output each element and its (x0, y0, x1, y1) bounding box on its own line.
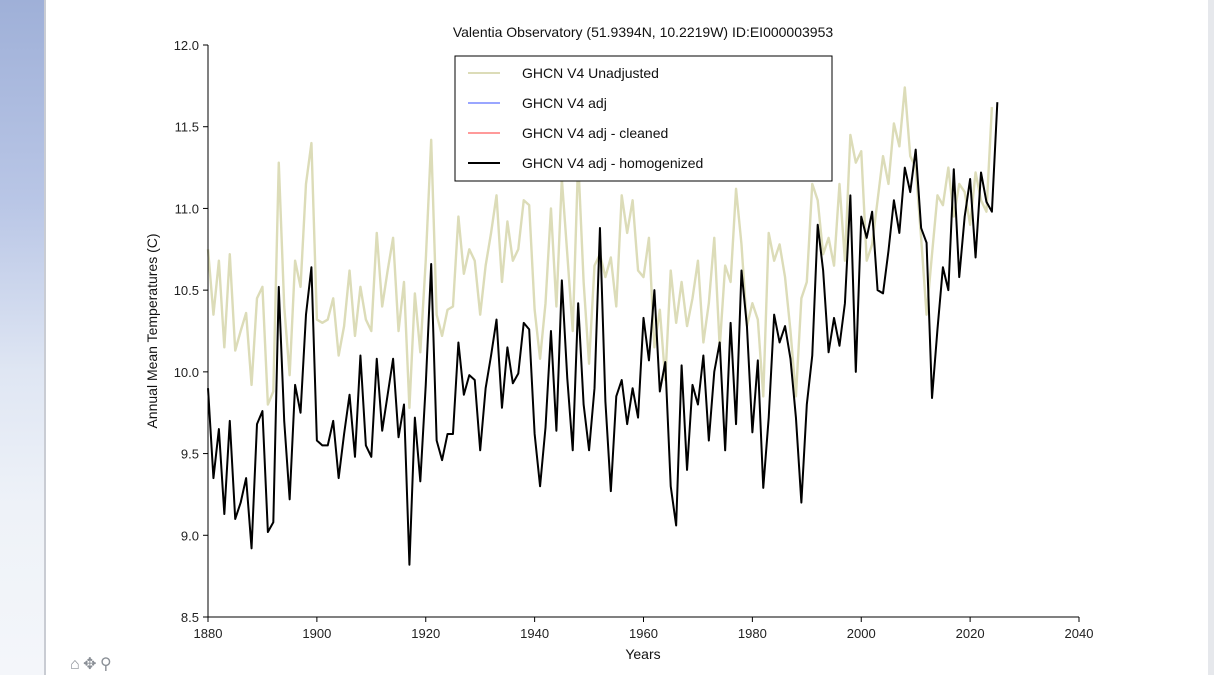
legend-box (454, 55, 833, 182)
legend-label-unadjusted: GHCN V4 Unadjusted (522, 65, 659, 81)
x-axis-ticks: 1880 1900 1920 1940 1960 1980 2000 2020 2040 (194, 617, 1094, 641)
x-tick-label: 1880 (194, 626, 223, 641)
zoom-icon[interactable]: ⚲ (99, 656, 112, 673)
move-icon[interactable]: ✥ (83, 656, 96, 673)
y-tick-label: 9.5 (181, 447, 199, 462)
x-tick-label: 1960 (629, 626, 658, 641)
y-tick-label: 10.0 (174, 365, 199, 380)
y-tick-label: 11.5 (175, 120, 199, 135)
x-tick-label: 2000 (847, 626, 876, 641)
x-tick-label: 2020 (956, 626, 985, 641)
legend-label-adj: GHCN V4 adj (522, 95, 607, 111)
y-tick-label: 10.5 (174, 283, 199, 298)
x-tick-label: 1940 (520, 626, 549, 641)
chart-title: Valentia Observatory (51.9394N, 10.2219W… (453, 24, 834, 40)
y-tick-label: 12.0 (174, 38, 199, 53)
x-tick-label: 1980 (738, 626, 767, 641)
x-tick-label: 2040 (1065, 626, 1094, 641)
home-icon[interactable]: ⌂ (70, 656, 80, 673)
legend-label-homogenized: GHCN V4 adj - homogenized (522, 155, 703, 171)
x-tick-label: 1920 (411, 626, 440, 641)
window-edge-left (0, 0, 46, 675)
plot-area: 1880 1900 1920 1940 1960 1980 2000 2020 2040 8.5… (174, 38, 1094, 641)
y-axis-ticks: 8.5 9.0 9.5 10.0 10.5 11.0 11.5 12.0 (174, 38, 208, 625)
legend-label-cleaned: GHCN V4 adj - cleaned (522, 125, 668, 141)
x-tick-label: 1900 (302, 626, 331, 641)
plot-toolbar: ⌂ ✥ ⚲ (70, 654, 113, 673)
window-edge-right (1208, 0, 1214, 675)
x-axis-label: Years (625, 646, 660, 662)
y-tick-label: 11.0 (175, 201, 199, 216)
y-tick-label: 9.0 (181, 528, 199, 543)
y-tick-label: 8.5 (181, 610, 199, 625)
legend: GHCN V4 Unadjusted GHCN V4 adj GHCN V4 a… (454, 55, 833, 182)
series-line-ghcn-v4-adj-homogenized (207, 102, 999, 566)
y-axis-label: Annual Mean Temperatures (C) (144, 233, 160, 428)
series-layer (206, 86, 999, 566)
